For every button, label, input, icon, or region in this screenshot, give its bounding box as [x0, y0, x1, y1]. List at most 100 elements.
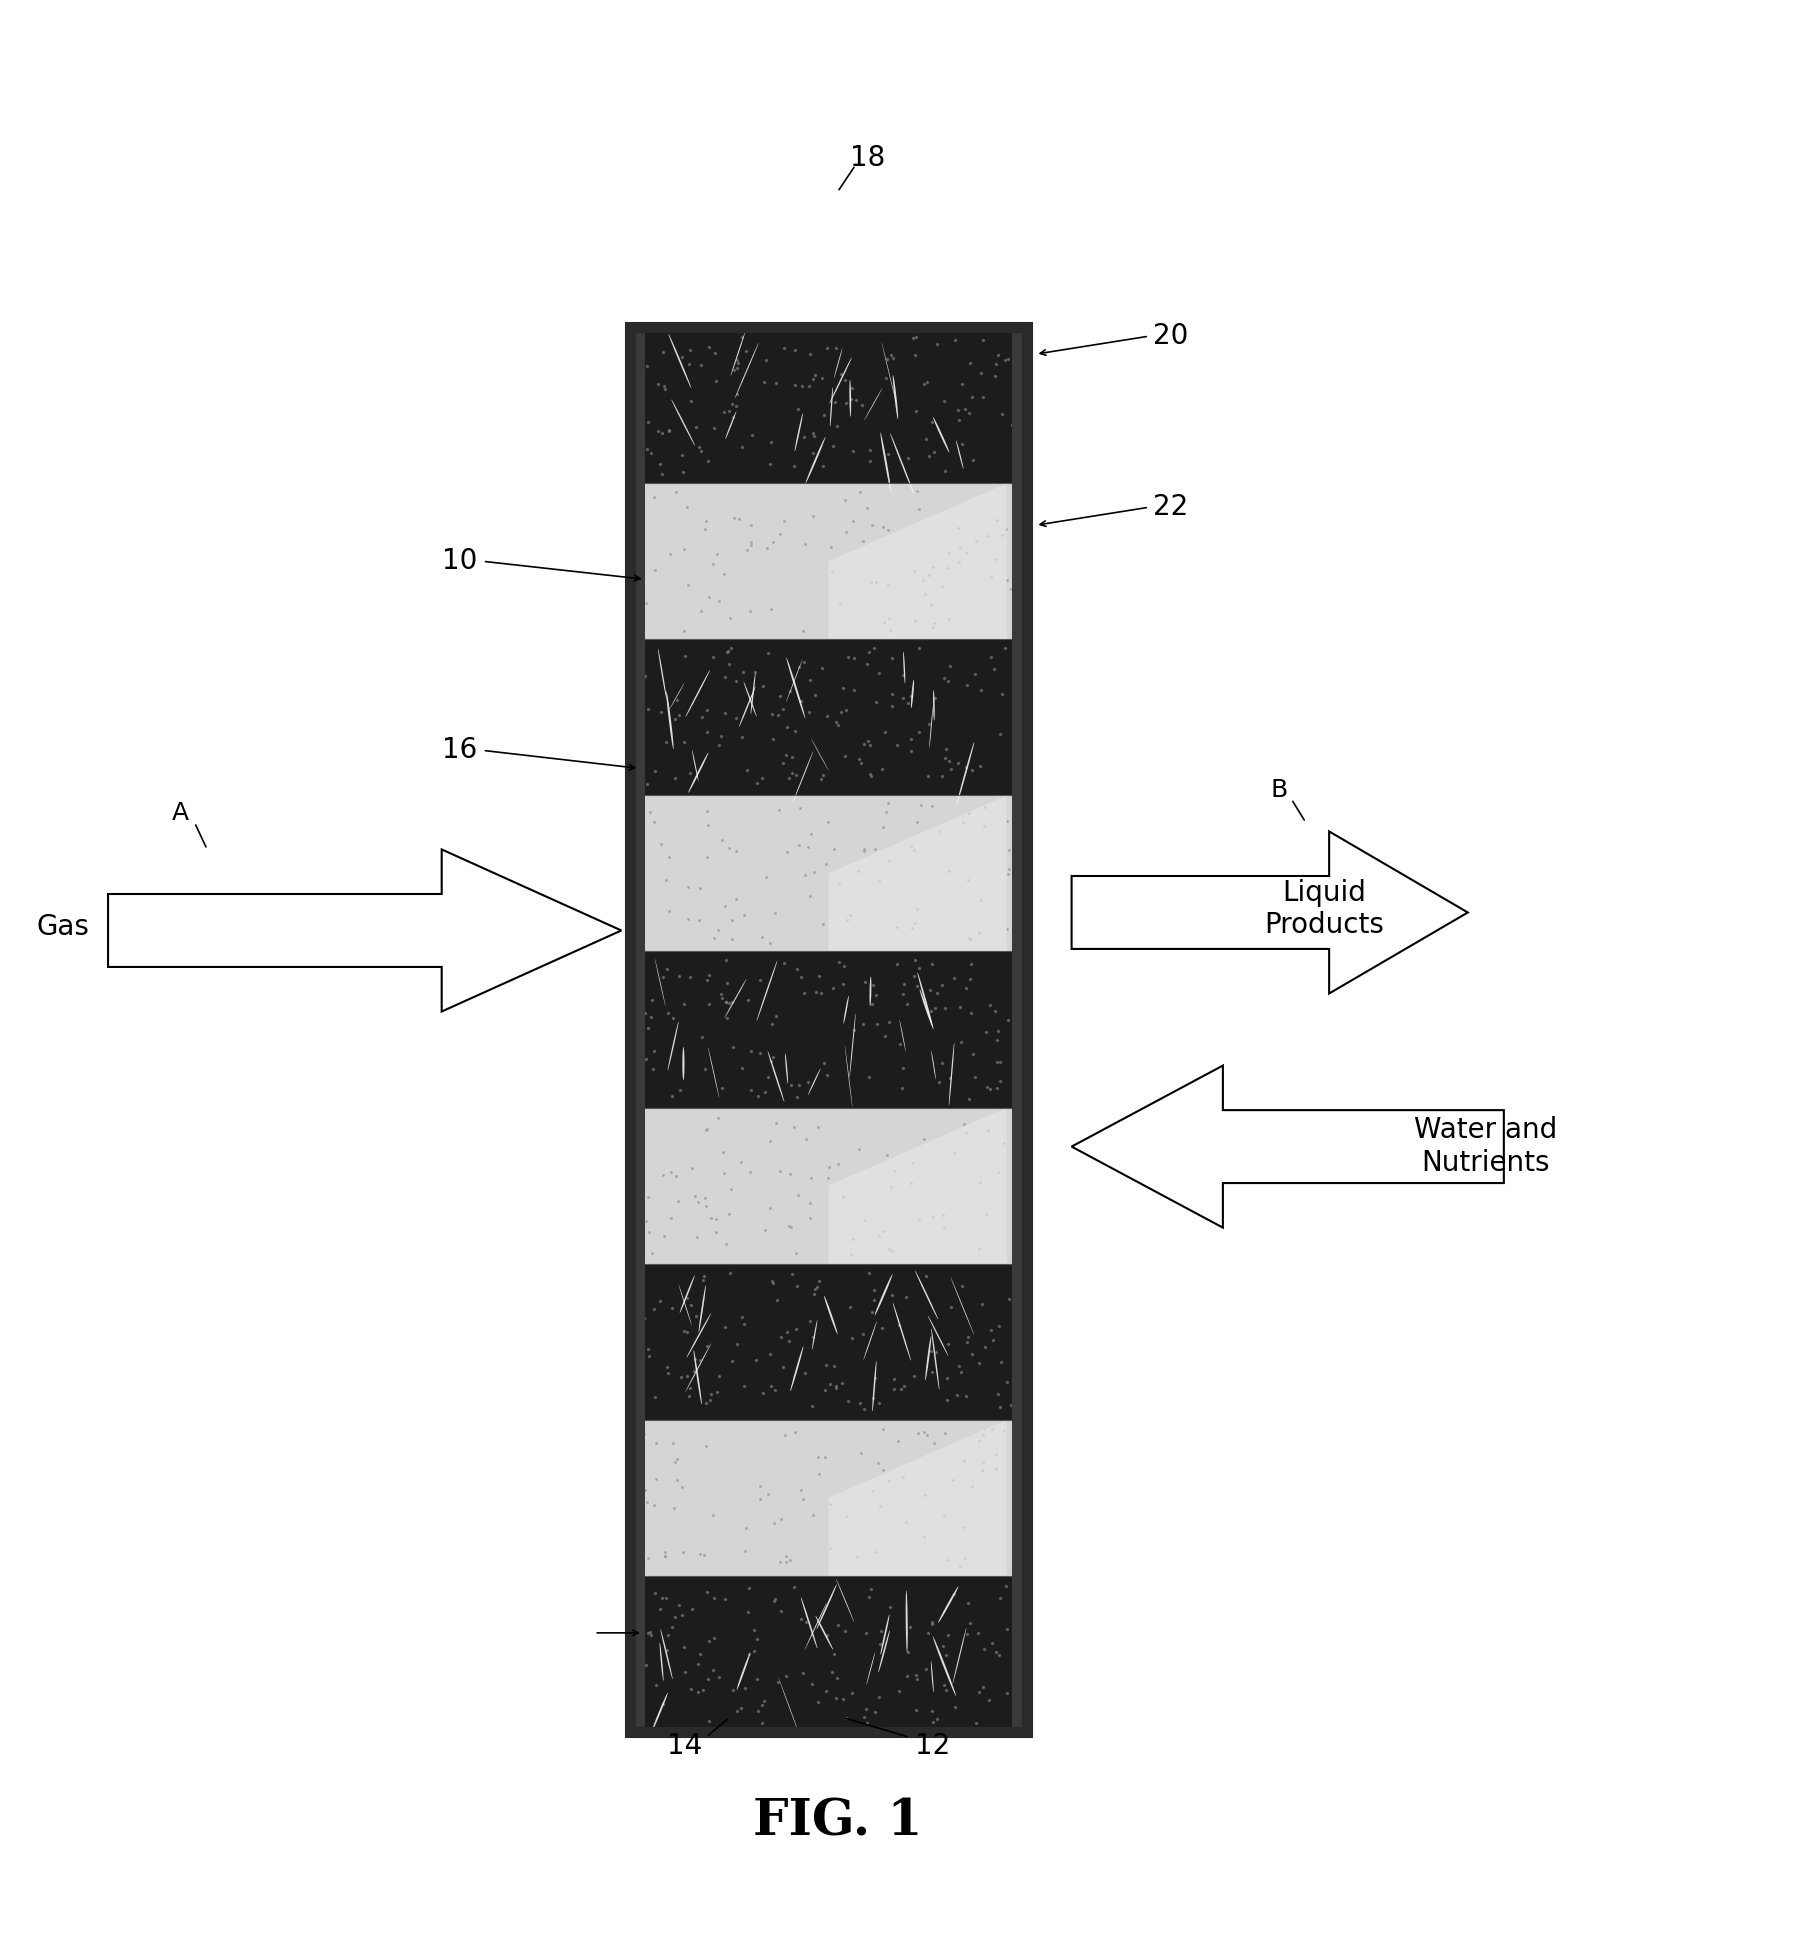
Point: [758, 724, 787, 755]
Point: [722, 353, 751, 384]
Point: [765, 681, 794, 712]
Point: [810, 1375, 839, 1407]
Ellipse shape: [834, 347, 843, 378]
Point: [670, 615, 699, 646]
Point: [1005, 1321, 1034, 1352]
Point: [692, 505, 720, 537]
Text: 20: 20: [1153, 322, 1189, 349]
Point: [996, 835, 1025, 866]
Point: [711, 636, 740, 667]
Point: [994, 343, 1023, 375]
Point: [735, 595, 764, 626]
Point: [929, 1500, 958, 1532]
Point: [629, 1171, 657, 1202]
Ellipse shape: [956, 441, 964, 468]
Point: [767, 1596, 796, 1627]
Point: [974, 1114, 1003, 1145]
Point: [841, 384, 870, 416]
Point: [1003, 1313, 1032, 1344]
Point: [868, 1414, 897, 1446]
Polygon shape: [1072, 1065, 1504, 1227]
Point: [787, 685, 816, 716]
Point: [801, 1272, 830, 1303]
Point: [888, 683, 917, 714]
Point: [998, 410, 1027, 441]
Polygon shape: [828, 484, 1007, 640]
Point: [668, 341, 697, 373]
Point: [798, 1391, 827, 1422]
Point: [915, 976, 944, 1007]
Point: [708, 825, 737, 856]
Point: [946, 991, 974, 1022]
Point: [683, 1186, 711, 1217]
Point: [992, 1366, 1021, 1397]
Point: [809, 759, 837, 790]
Point: [994, 858, 1023, 890]
Point: [866, 1491, 895, 1522]
Point: [645, 449, 674, 480]
Point: [645, 1286, 674, 1317]
Point: [798, 418, 827, 449]
Point: [910, 1416, 938, 1448]
Ellipse shape: [928, 1315, 949, 1356]
Point: [634, 693, 663, 724]
Point: [647, 1594, 675, 1625]
Point: [924, 1065, 953, 1096]
Point: [893, 443, 922, 474]
Point: [830, 484, 859, 515]
Point: [947, 427, 976, 458]
Point: [976, 1073, 1005, 1104]
Point: [695, 1705, 724, 1736]
Point: [969, 810, 998, 841]
Point: [821, 332, 850, 363]
Point: [900, 322, 929, 353]
Point: [886, 1374, 915, 1405]
Ellipse shape: [938, 1586, 958, 1623]
Point: [897, 736, 926, 767]
Point: [751, 1215, 780, 1247]
Point: [830, 739, 859, 771]
Ellipse shape: [902, 652, 906, 683]
Point: [985, 718, 1014, 749]
Point: [692, 1182, 720, 1214]
Point: [771, 1541, 800, 1573]
Point: [919, 1707, 947, 1738]
Point: [715, 831, 744, 862]
Point: [1000, 839, 1028, 870]
Point: [737, 419, 765, 451]
Point: [955, 1083, 983, 1114]
Point: [654, 1358, 683, 1389]
Point: [900, 1362, 929, 1393]
Point: [650, 373, 679, 404]
Point: [839, 505, 868, 537]
Ellipse shape: [672, 400, 695, 447]
Point: [697, 1202, 726, 1233]
Ellipse shape: [828, 357, 852, 404]
Text: 16: 16: [441, 736, 477, 765]
Point: [697, 1379, 726, 1411]
Point: [774, 763, 803, 794]
Point: [636, 796, 665, 827]
Point: [771, 739, 800, 771]
Point: [656, 1202, 684, 1233]
Point: [692, 1190, 720, 1221]
Point: [917, 406, 946, 437]
Point: [859, 1284, 888, 1315]
Point: [983, 1016, 1012, 1048]
Point: [782, 1313, 810, 1344]
Point: [746, 1038, 774, 1069]
Point: [699, 414, 728, 445]
Point: [729, 899, 758, 931]
Ellipse shape: [890, 433, 913, 494]
Point: [944, 546, 973, 577]
Point: [780, 336, 809, 367]
Bar: [630, 1264, 1027, 1420]
Point: [992, 1678, 1021, 1709]
Ellipse shape: [881, 1613, 890, 1654]
Bar: [630, 1108, 1027, 1264]
Ellipse shape: [845, 1046, 852, 1108]
Point: [920, 683, 949, 714]
Point: [978, 1325, 1007, 1356]
Point: [724, 347, 753, 378]
Point: [991, 1571, 1019, 1602]
